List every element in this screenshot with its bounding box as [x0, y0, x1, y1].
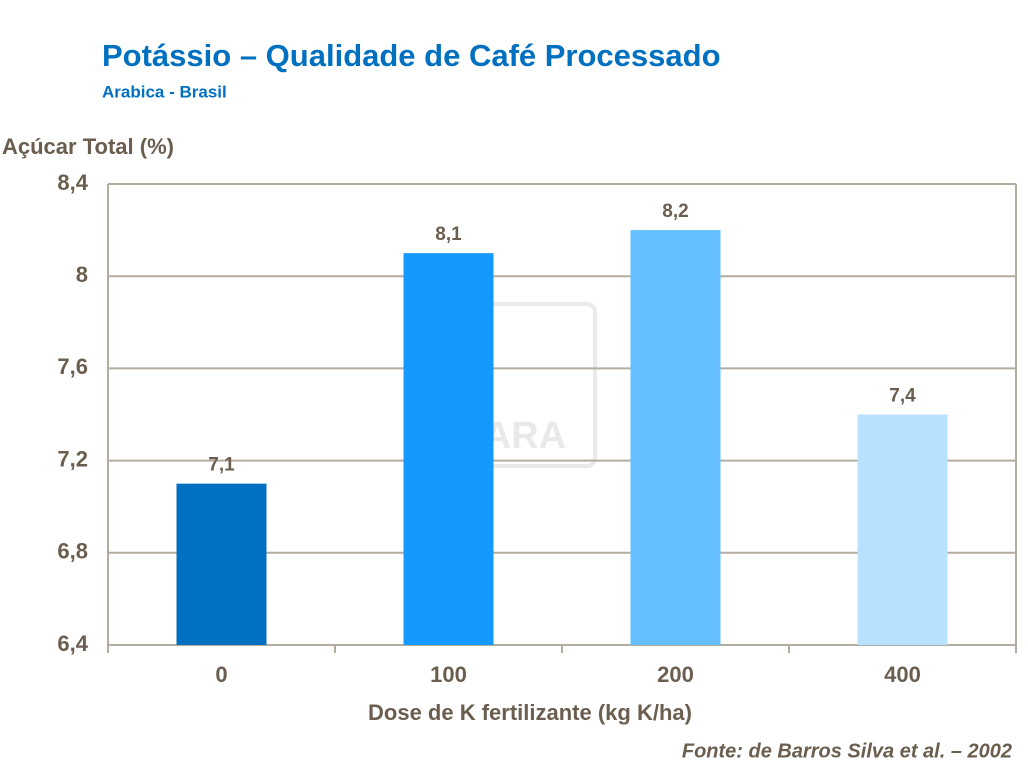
y-tick-label: 7,2 [57, 446, 88, 471]
x-tick-label: 200 [657, 662, 694, 687]
y-tick-label: 6,8 [57, 539, 88, 564]
y-axis-label: Açúcar Total (%) [2, 134, 174, 159]
y-tick-label: 8 [76, 262, 88, 287]
bar [403, 253, 494, 645]
y-tick-label: 6,4 [57, 631, 88, 656]
bar [176, 483, 267, 645]
value-label: 7,4 [889, 386, 916, 407]
value-label: 8,2 [662, 201, 688, 222]
x-tick-label: 400 [884, 662, 921, 687]
chart-title: Potássio – Qualidade de Café Processado [102, 38, 721, 73]
y-tick-label: 7,6 [57, 354, 88, 379]
x-tick-label: 100 [430, 662, 467, 687]
bar [630, 230, 721, 645]
x-axis-label: Dose de K fertilizante (kg K/ha) [368, 700, 692, 725]
x-tick-label: 0 [215, 662, 227, 687]
value-label: 8,1 [435, 224, 462, 245]
bar [857, 414, 948, 645]
value-label: 7,1 [208, 455, 235, 476]
chart-subtitle: Arabica - Brasil [102, 82, 227, 101]
source-note: Fonte: de Barros Silva et al. – 2002 [682, 740, 1012, 762]
y-tick-label: 8,4 [57, 170, 88, 195]
